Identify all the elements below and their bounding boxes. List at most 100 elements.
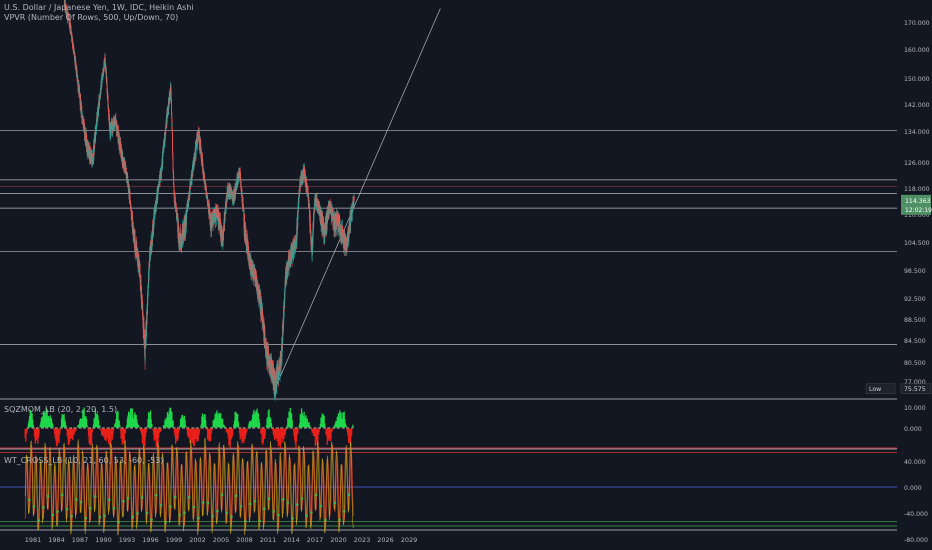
wavetrend-cross-dot [338,518,341,522]
momentum-bar [137,425,140,428]
wavetrend-cross-dot [154,493,158,497]
price-candle [287,269,289,273]
momentum-bar [324,423,326,428]
momentum-bar [58,428,60,444]
wavetrend-cross-dot [60,493,64,497]
wavetrend-cross-dot [324,518,327,522]
price-candle [107,95,109,100]
price-candle [215,210,217,221]
momentum-bar [32,425,35,428]
price-candle [71,37,73,41]
momentum-bar [352,424,354,428]
wavetrend-cross-dot [107,498,111,502]
price-candle [171,129,173,135]
price-candle [140,280,142,294]
wavetrend-slow-line [24,444,354,530]
momentum-bar [112,428,115,431]
wavetrend-cross-dot [56,510,59,513]
momentum-bar [232,428,234,430]
wavetrend-pane[interactable] [0,437,897,536]
momentum-bar [119,424,121,428]
price-candle [101,79,103,84]
wavetrend-cross-dot [291,516,294,520]
wavetrend-cross-dot [230,515,233,519]
price-candle [170,98,172,112]
momentum-bar [59,428,61,436]
squeeze-momentum-pane[interactable] [24,407,354,448]
price-candle [116,123,118,135]
price-candle [80,103,82,108]
momentum-bar [237,413,239,428]
price-candle [99,95,101,99]
momentum-bar [245,428,248,433]
momentum-bar [99,425,101,428]
momentum-bar [123,428,125,444]
price-candle [251,260,253,265]
momentum-bar [112,428,114,435]
wavetrend-cross-dot [267,497,271,501]
main-price-pane[interactable] [0,0,897,531]
momentum-bar [231,428,234,436]
price-candle [183,221,185,237]
price-candle [175,205,177,211]
price-candle [155,199,157,207]
momentum-bar [199,428,201,430]
price-candle [218,209,219,214]
price-candle [109,119,111,124]
price-candle [153,224,155,231]
price-candle [309,217,311,226]
momentum-bar [64,421,66,428]
momentum-bar [25,428,27,442]
wavetrend-cross-dot [314,493,318,497]
momentum-bar [297,428,299,434]
price-candle [162,154,164,165]
wavetrend-cross-dot [281,498,285,501]
momentum-bar [145,428,147,433]
price-candle [254,273,256,283]
wavetrend-cross-dot [131,515,135,519]
wavetrend-cross-dot [173,495,177,499]
wavetrend-cross-dot [201,501,205,504]
price-candle [256,275,257,287]
price-candle [295,241,297,245]
price-candle [270,360,272,368]
momentum-bar [323,415,325,428]
price-candle [267,356,269,366]
wavetrend-cross-dot [192,505,196,509]
momentum-bar [331,428,333,432]
momentum-bar [184,419,186,428]
price-candle [322,216,324,226]
price-candle [190,181,191,187]
price-candle [211,216,213,225]
price-candle [205,184,207,191]
momentum-bar [205,426,207,428]
wavetrend-cross-dot [272,510,276,513]
wavetrend-cross-dot [216,509,219,513]
price-candle [103,64,105,72]
price-candle [69,22,71,26]
price-candle [287,265,289,270]
squeeze-dot [352,427,354,429]
price-candle [268,361,270,365]
momentum-bar [90,428,93,444]
momentum-bar [291,419,293,428]
momentum-bar [146,428,148,430]
price-candle [284,288,286,296]
price-candle [71,34,73,38]
price-candle [235,185,237,193]
price-candle [177,212,178,218]
wavetrend-cross-dot [136,512,139,515]
wavetrend-cross-dot [164,521,167,524]
momentum-bar [198,428,201,433]
momentum-bar [309,424,311,428]
momentum-bar [85,418,88,428]
wavetrend-cross-dot [37,519,41,522]
price-candle [82,116,83,123]
wavetrend-cross-dot [42,506,45,509]
momentum-bar [270,423,273,428]
price-candle [308,203,310,205]
momentum-bar [178,428,180,434]
price-axis[interactable]: 170.000160.000150.000142.000134.000126.0… [904,20,930,544]
wavetrend-cross-dot [234,494,238,498]
